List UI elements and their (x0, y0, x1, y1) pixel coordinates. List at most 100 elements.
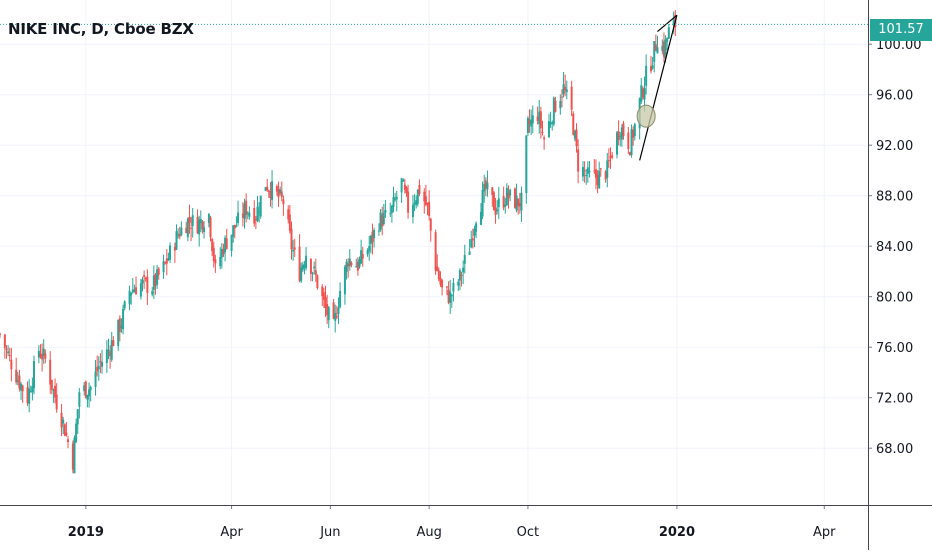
candle-body (16, 380, 19, 382)
candle-body (392, 197, 395, 207)
candle-body (366, 250, 369, 255)
candle-body (157, 268, 160, 275)
candle-body (191, 215, 194, 226)
candle-body (141, 279, 144, 284)
candle-body (222, 248, 225, 255)
candle-body (382, 212, 385, 225)
candle-body (235, 225, 238, 227)
candle-body (175, 231, 178, 250)
candle-body (598, 170, 601, 189)
candle-body (520, 192, 523, 211)
candle-body (65, 432, 68, 435)
candle-body (654, 44, 657, 51)
candle-body (303, 264, 306, 269)
candle-body (122, 308, 125, 330)
candle-body (212, 247, 215, 262)
candle-body (282, 199, 285, 205)
candle-body (667, 27, 670, 39)
candle-body (470, 239, 473, 248)
candle-body (513, 188, 516, 208)
candle-body (99, 361, 102, 363)
candle-body (593, 170, 596, 172)
candle-body (428, 201, 431, 217)
candle-body (199, 219, 202, 224)
candle-body (232, 225, 235, 237)
candle-body (560, 96, 563, 98)
candle-body (509, 189, 512, 196)
candle-body (517, 198, 520, 207)
candle-body (449, 291, 452, 303)
candle-body (287, 209, 290, 220)
candle-body (162, 261, 165, 273)
candle-body (632, 129, 635, 138)
candle-body (356, 261, 359, 271)
candle-body (596, 174, 599, 186)
x-tick-label: Aug (416, 525, 441, 540)
candle-body (662, 41, 665, 57)
candle-body (502, 196, 505, 208)
candle-body (436, 266, 439, 272)
candle-body (258, 211, 261, 213)
candle-body (89, 387, 92, 391)
candle-body (572, 113, 575, 135)
y-tick-label: 76.00 (876, 341, 913, 356)
candle-body (505, 187, 508, 205)
chart-title: NIKE INC, D, Cboe BZX (8, 20, 194, 38)
candle-body (219, 256, 222, 267)
y-tick-label: 80.00 (876, 291, 913, 306)
candle-body (246, 212, 249, 214)
candle-body (355, 266, 358, 268)
candle-body (76, 409, 79, 425)
candle-body (298, 246, 301, 281)
candle-body (33, 361, 36, 389)
candle-body (337, 307, 340, 314)
candle-body (18, 375, 21, 389)
candle-body (37, 350, 40, 358)
candle-body (112, 340, 115, 347)
candle-body (549, 122, 552, 125)
candle-body (156, 269, 159, 285)
candle-body (186, 218, 189, 238)
candle-body (348, 258, 351, 267)
candle-body (196, 217, 199, 234)
candle-body (324, 297, 327, 308)
candle-body (314, 270, 317, 276)
candle-body (288, 214, 291, 231)
candle-body (664, 39, 667, 59)
candle-body (60, 412, 63, 428)
candle-body (350, 262, 353, 266)
x-tick-label: Oct (517, 525, 539, 540)
candle-body (424, 196, 427, 205)
candle-body (343, 266, 346, 295)
candle-body (554, 100, 557, 112)
candle-body (607, 159, 610, 162)
candle-body (67, 439, 70, 442)
candle-body (41, 354, 44, 360)
candle-body (316, 275, 319, 289)
candle-body (570, 86, 573, 110)
candle-body (28, 388, 31, 404)
candle-body (128, 290, 131, 304)
candle-body (547, 121, 550, 138)
candle-body (339, 290, 342, 308)
candle-body (526, 117, 529, 133)
candle-body (457, 281, 460, 286)
candle-body (462, 267, 465, 273)
candle-body (559, 101, 562, 109)
candle-body (321, 286, 324, 297)
candle-body (97, 366, 100, 370)
candle-body (327, 307, 330, 321)
candle-body (645, 65, 648, 86)
candle-body (233, 224, 236, 229)
candle-body (50, 379, 53, 390)
candle-body (640, 85, 643, 102)
candle-body (96, 366, 99, 372)
candle-body (504, 204, 507, 207)
candle-body (672, 19, 675, 26)
candle-body (415, 200, 418, 206)
candle-body (528, 120, 531, 124)
drawings[interactable] (636, 14, 678, 161)
candle-body (531, 115, 534, 124)
